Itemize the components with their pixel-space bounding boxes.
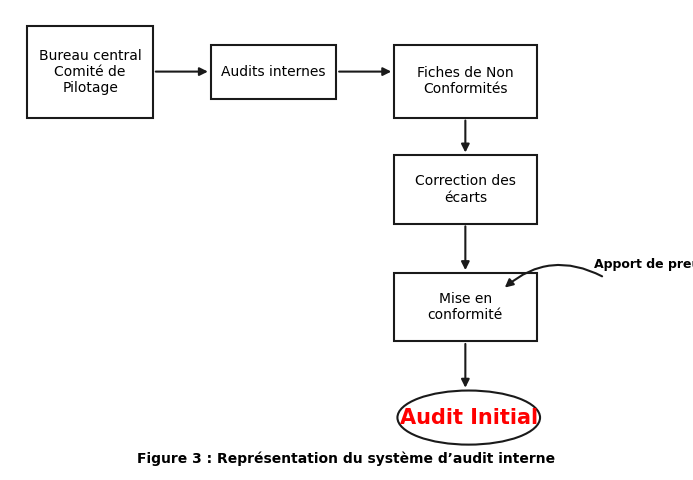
Ellipse shape xyxy=(398,391,540,444)
Text: Apport de preuves: Apport de preuves xyxy=(595,258,693,271)
FancyBboxPatch shape xyxy=(27,26,153,118)
Text: Mise en
conformité: Mise en conformité xyxy=(428,292,503,322)
FancyBboxPatch shape xyxy=(394,45,536,118)
Text: Bureau central
Comité de
Pilotage: Bureau central Comité de Pilotage xyxy=(39,48,141,95)
Text: Audits internes: Audits internes xyxy=(221,65,326,79)
Text: Fiches de Non
Conformités: Fiches de Non Conformités xyxy=(417,66,514,96)
Text: Audit Initial: Audit Initial xyxy=(400,408,538,428)
Text: Correction des
écarts: Correction des écarts xyxy=(415,174,516,204)
FancyBboxPatch shape xyxy=(394,273,536,341)
Text: Figure 3 : Représentation du système d’audit interne: Figure 3 : Représentation du système d’a… xyxy=(137,451,556,466)
FancyBboxPatch shape xyxy=(394,156,536,224)
FancyBboxPatch shape xyxy=(211,45,336,99)
